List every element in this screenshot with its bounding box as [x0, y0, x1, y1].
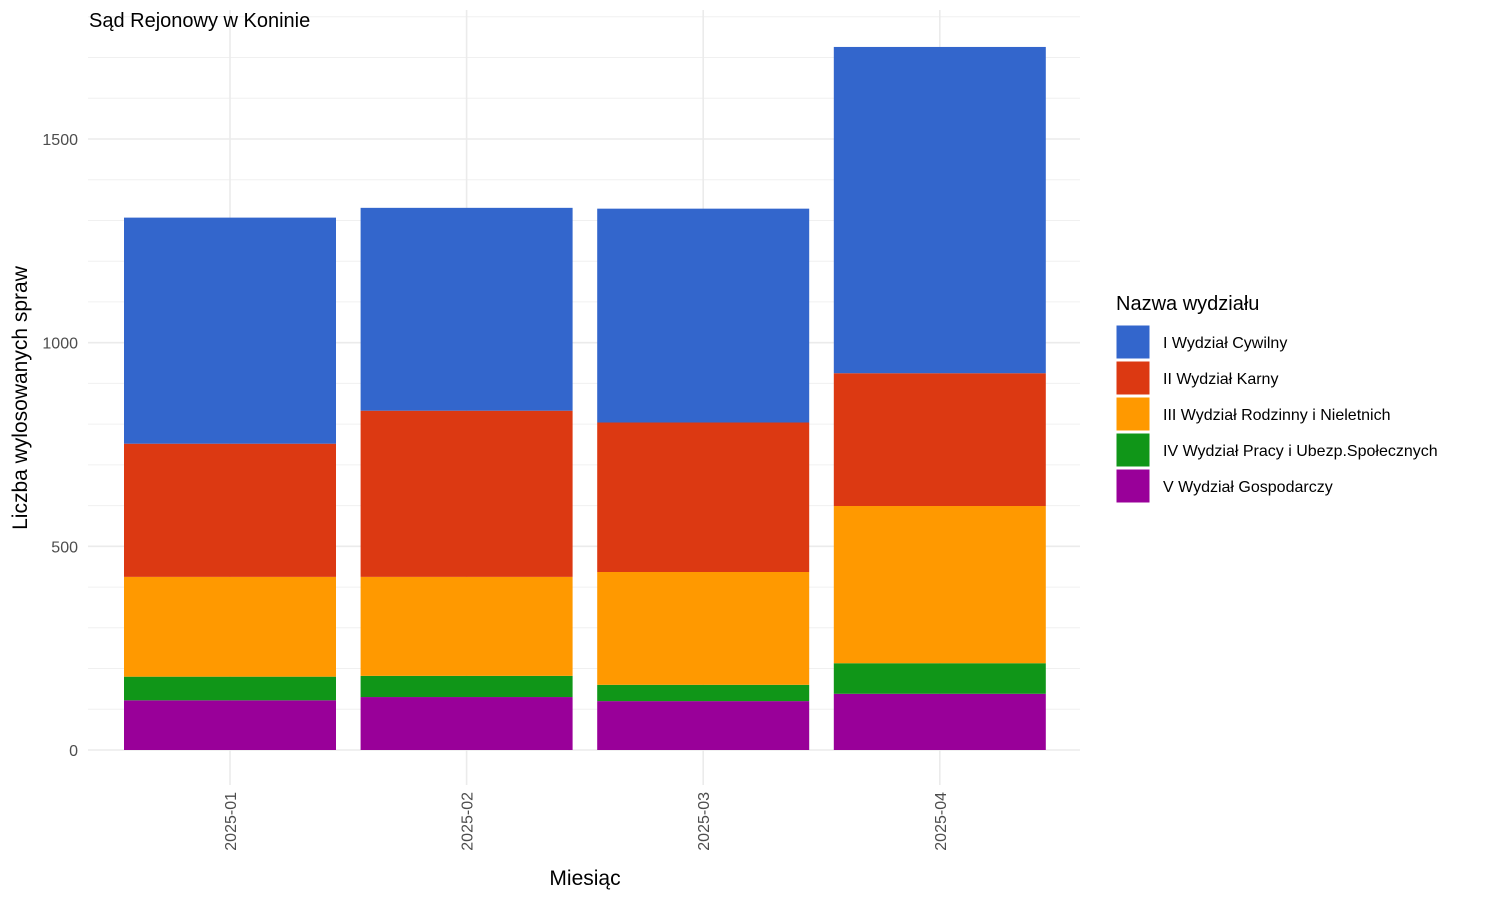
chart-title: Sąd Rejonowy w Koninie [89, 10, 310, 32]
x-tick-label: 2025-04 [933, 792, 950, 851]
bar-segment [124, 217, 336, 444]
bar-segment [360, 207, 573, 411]
legend-item-label: II Wydział Karny [1163, 371, 1278, 388]
bar-segment [597, 571, 810, 685]
bar-segment [597, 422, 810, 572]
x-tick-label: 2025-01 [223, 792, 240, 851]
bar-segment [360, 576, 573, 676]
bars-group [124, 46, 1046, 750]
legend: Nazwa wydziału I Wydział Cywilny II Wydzi… [1115, 293, 1438, 504]
bar-segment [360, 697, 573, 750]
legend-swatch [1115, 468, 1151, 504]
x-axis-label: Miesiąc [549, 867, 620, 890]
legend-swatch [1115, 396, 1151, 432]
y-axis-ticks: 0 500 1000 1500 [42, 132, 78, 760]
legend-swatch [1115, 324, 1151, 360]
y-tick-label: 1500 [42, 132, 78, 149]
bar-segment [833, 693, 1046, 750]
legend-item-label: V Wydział Gospodarczy [1163, 479, 1333, 496]
y-tick-label: 500 [51, 539, 78, 556]
legend-item-label: IV Wydział Pracy i Ubezp.Społecznych [1163, 443, 1438, 460]
bar-segment [124, 676, 336, 701]
bar-segment [833, 373, 1046, 507]
bar-segment [833, 663, 1046, 694]
y-axis-label: Liczba wylosowanych spraw [9, 265, 32, 530]
bar-segment [597, 208, 810, 423]
legend-swatch [1115, 360, 1151, 396]
bar-segment [833, 46, 1046, 374]
y-tick-label: 0 [69, 743, 78, 760]
legend-items: I Wydział Cywilny II Wydział Karny III Wyd… [1115, 324, 1438, 504]
legend-item-label: I Wydział Cywilny [1163, 335, 1287, 352]
x-axis-ticks: 2025-01 2025-02 2025-03 2025-04 [223, 792, 950, 851]
bar-segment [597, 684, 810, 702]
y-tick-label: 1000 [42, 336, 78, 353]
bar-segment [360, 675, 573, 698]
bar-segment [124, 576, 336, 677]
x-tick-label: 2025-02 [460, 792, 477, 851]
bar-segment [597, 701, 810, 750]
bar-segment [360, 410, 573, 577]
bar-segment [833, 506, 1046, 664]
legend-item-label: III Wydział Rodzinny i Nieletnich [1163, 407, 1391, 424]
legend-swatch [1115, 432, 1151, 468]
bar-segment [124, 700, 336, 750]
x-tick-label: 2025-03 [696, 792, 713, 851]
bar-segment [124, 443, 336, 577]
legend-title: Nazwa wydziału [1116, 293, 1259, 315]
